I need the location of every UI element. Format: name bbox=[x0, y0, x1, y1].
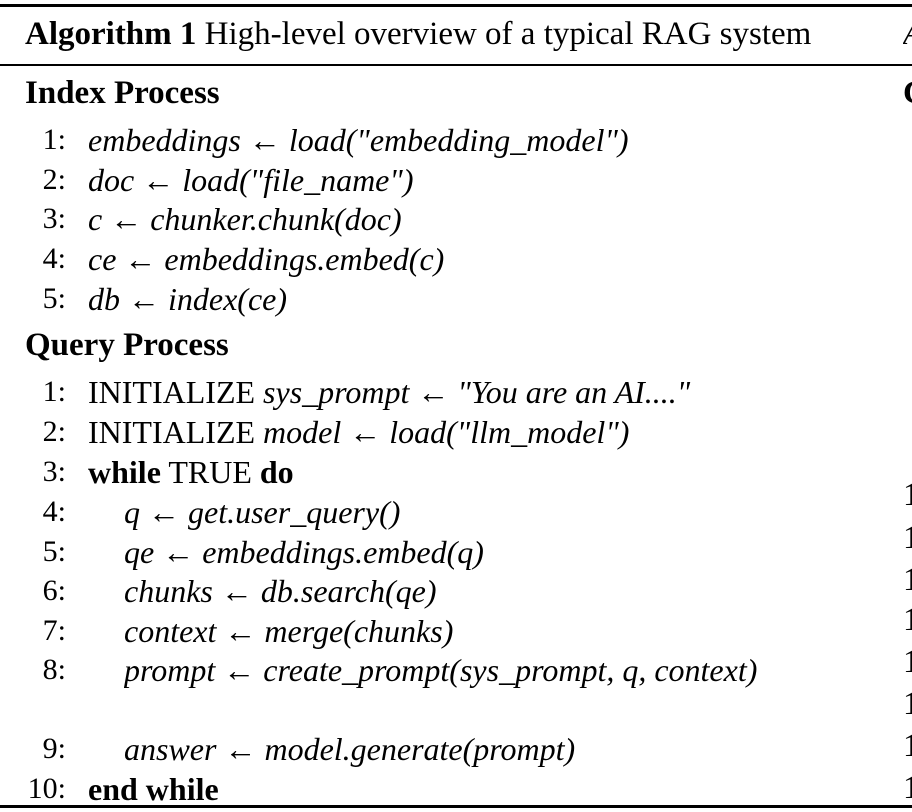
statement-text: chunks ← db.search(qe) bbox=[124, 573, 437, 609]
statement-text: db ← index(ce) bbox=[88, 281, 288, 317]
edge-heading-fragment: C bbox=[903, 73, 912, 113]
keyword: INITIALIZE bbox=[88, 414, 256, 450]
statement-text: c ← chunker.chunk(doc) bbox=[88, 201, 402, 237]
line-number: 4: bbox=[42, 242, 66, 275]
top-rule bbox=[0, 4, 912, 7]
keyword-end: do bbox=[259, 454, 294, 490]
algorithm-label: Algorithm 1 bbox=[25, 16, 197, 52]
line-number: 9: bbox=[42, 732, 66, 765]
statement-text: sys_prompt ← "You are an AI...." bbox=[263, 374, 691, 410]
caption-rule bbox=[0, 64, 912, 66]
statement-text: prompt ← create_prompt(sys_prompt, q, co… bbox=[124, 652, 758, 688]
line-number: 2: bbox=[42, 415, 66, 448]
line-number: 6: bbox=[42, 574, 66, 607]
statement-text: ce ← embeddings.embed(c) bbox=[88, 241, 445, 277]
line-number: 10: bbox=[27, 772, 66, 805]
statement: db ← index(ce) bbox=[88, 279, 287, 319]
query-process-heading: Query Process bbox=[25, 327, 229, 363]
statement-text: context ← merge(chunks) bbox=[124, 613, 454, 649]
statement: end while bbox=[88, 769, 219, 809]
statement: q ← get.user_query() bbox=[124, 492, 400, 532]
edge-line-mark: 1 bbox=[903, 562, 912, 598]
edge-line-mark: 1 bbox=[903, 602, 912, 638]
statement: embeddings ← load("embedding_model") bbox=[88, 120, 629, 160]
statement: ce ← embeddings.embed(c) bbox=[88, 239, 444, 279]
statement: while TRUE do bbox=[88, 452, 294, 492]
statement: prompt ← create_prompt(sys_prompt, q, co… bbox=[124, 650, 912, 690]
algorithm-caption: Algorithm 1 High-level overview of a typ… bbox=[25, 14, 811, 54]
edge-line-mark: 1 bbox=[903, 686, 912, 722]
statement-text: doc ← load("file_name") bbox=[88, 162, 414, 198]
keyword: end while bbox=[88, 771, 219, 807]
statement-text: q ← get.user_query() bbox=[124, 494, 401, 530]
statement-text: TRUE bbox=[168, 454, 252, 490]
statement: INITIALIZE sys_prompt ← "You are an AI..… bbox=[88, 372, 690, 412]
edge-line-mark: 1 bbox=[903, 728, 912, 764]
line-number: 3: bbox=[42, 202, 66, 235]
statement: doc ← load("file_name") bbox=[88, 160, 413, 200]
statement-text: qe ← embeddings.embed(q) bbox=[124, 534, 484, 570]
line-number: 5: bbox=[42, 282, 66, 315]
statement-text: answer ← model.generate(prompt) bbox=[124, 731, 576, 767]
edge-line-mark: 1 bbox=[903, 520, 912, 556]
edge-line-mark: 1 bbox=[903, 644, 912, 680]
index-process-heading: Index Process bbox=[25, 75, 220, 111]
statement: INITIALIZE model ← load("llm_model") bbox=[88, 412, 629, 452]
statement: c ← chunker.chunk(doc) bbox=[88, 199, 402, 239]
edge-line-mark: 1 bbox=[903, 770, 912, 806]
line-number: 8: bbox=[42, 653, 66, 686]
line-number: 4: bbox=[42, 495, 66, 528]
algorithm-title: High-level overview of a typical RAG sys… bbox=[204, 16, 812, 52]
statement: answer ← model.generate(prompt) bbox=[124, 729, 575, 769]
line-number: 1: bbox=[42, 123, 66, 156]
statement: context ← merge(chunks) bbox=[124, 611, 453, 651]
line-number: 3: bbox=[42, 455, 66, 488]
line-number: 2: bbox=[42, 163, 66, 196]
bottom-rule bbox=[0, 805, 912, 808]
line-number: 1: bbox=[42, 375, 66, 408]
statement: qe ← embeddings.embed(q) bbox=[124, 532, 484, 572]
edge-line-mark: 1 bbox=[903, 477, 912, 513]
keyword: INITIALIZE bbox=[88, 374, 256, 410]
line-number: 7: bbox=[42, 614, 66, 647]
keyword: while bbox=[88, 454, 161, 490]
line-number: 5: bbox=[42, 535, 66, 568]
statement: chunks ← db.search(qe) bbox=[124, 571, 437, 611]
statement-text: model ← load("llm_model") bbox=[263, 414, 630, 450]
statement-text: embeddings ← load("embedding_model") bbox=[88, 122, 629, 158]
edge-caption-fragment: A bbox=[903, 14, 912, 54]
